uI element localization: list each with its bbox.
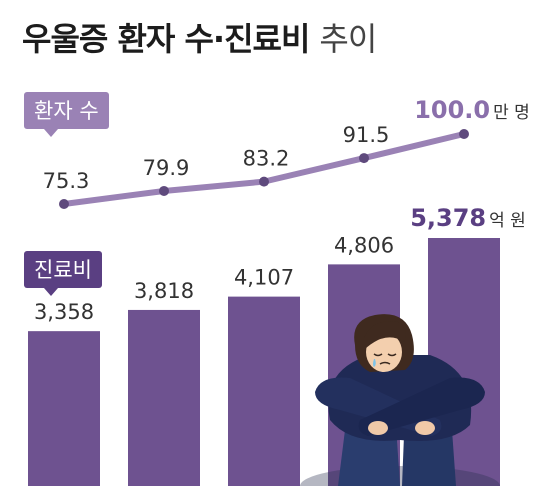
- cost-tag: 진료비: [24, 251, 102, 296]
- line-unit-label: 만 명: [493, 103, 530, 123]
- line-point-5: [459, 129, 469, 139]
- depressed-person-illustration: [300, 314, 500, 486]
- chart-title: 우울증 환자 수·진료비 추이: [22, 14, 377, 60]
- line-value-label-4: 91.5: [343, 123, 390, 147]
- bar-2: [128, 309, 200, 486]
- line-point-2: [159, 185, 169, 196]
- bar-value-label-4: 4,806: [334, 233, 394, 257]
- bar-unit-label: 억 원: [489, 211, 526, 231]
- title-sub: 추이: [319, 20, 377, 58]
- bar-1: [28, 331, 100, 486]
- bar-value-label-1: 3,358: [34, 300, 94, 324]
- bar-value-label-2: 3,818: [134, 279, 194, 303]
- line-point-4: [359, 153, 369, 164]
- line-value-label-2: 79.9: [143, 156, 190, 180]
- line-point-1: [59, 199, 69, 209]
- bar-value-label-3: 4,107: [234, 266, 294, 290]
- line-value-label-3: 83.2: [243, 147, 290, 171]
- line-point-3: [259, 176, 269, 187]
- bar-3: [228, 296, 300, 486]
- title-main: 우울증 환자 수·진료비: [22, 20, 310, 58]
- bar-value-label-5: 5,378 억 원: [410, 204, 526, 232]
- line-value-label-5: 100.0 만 명: [414, 96, 530, 124]
- patients-tag: 환자 수: [24, 92, 109, 137]
- line-value-label-1: 75.3: [43, 169, 90, 193]
